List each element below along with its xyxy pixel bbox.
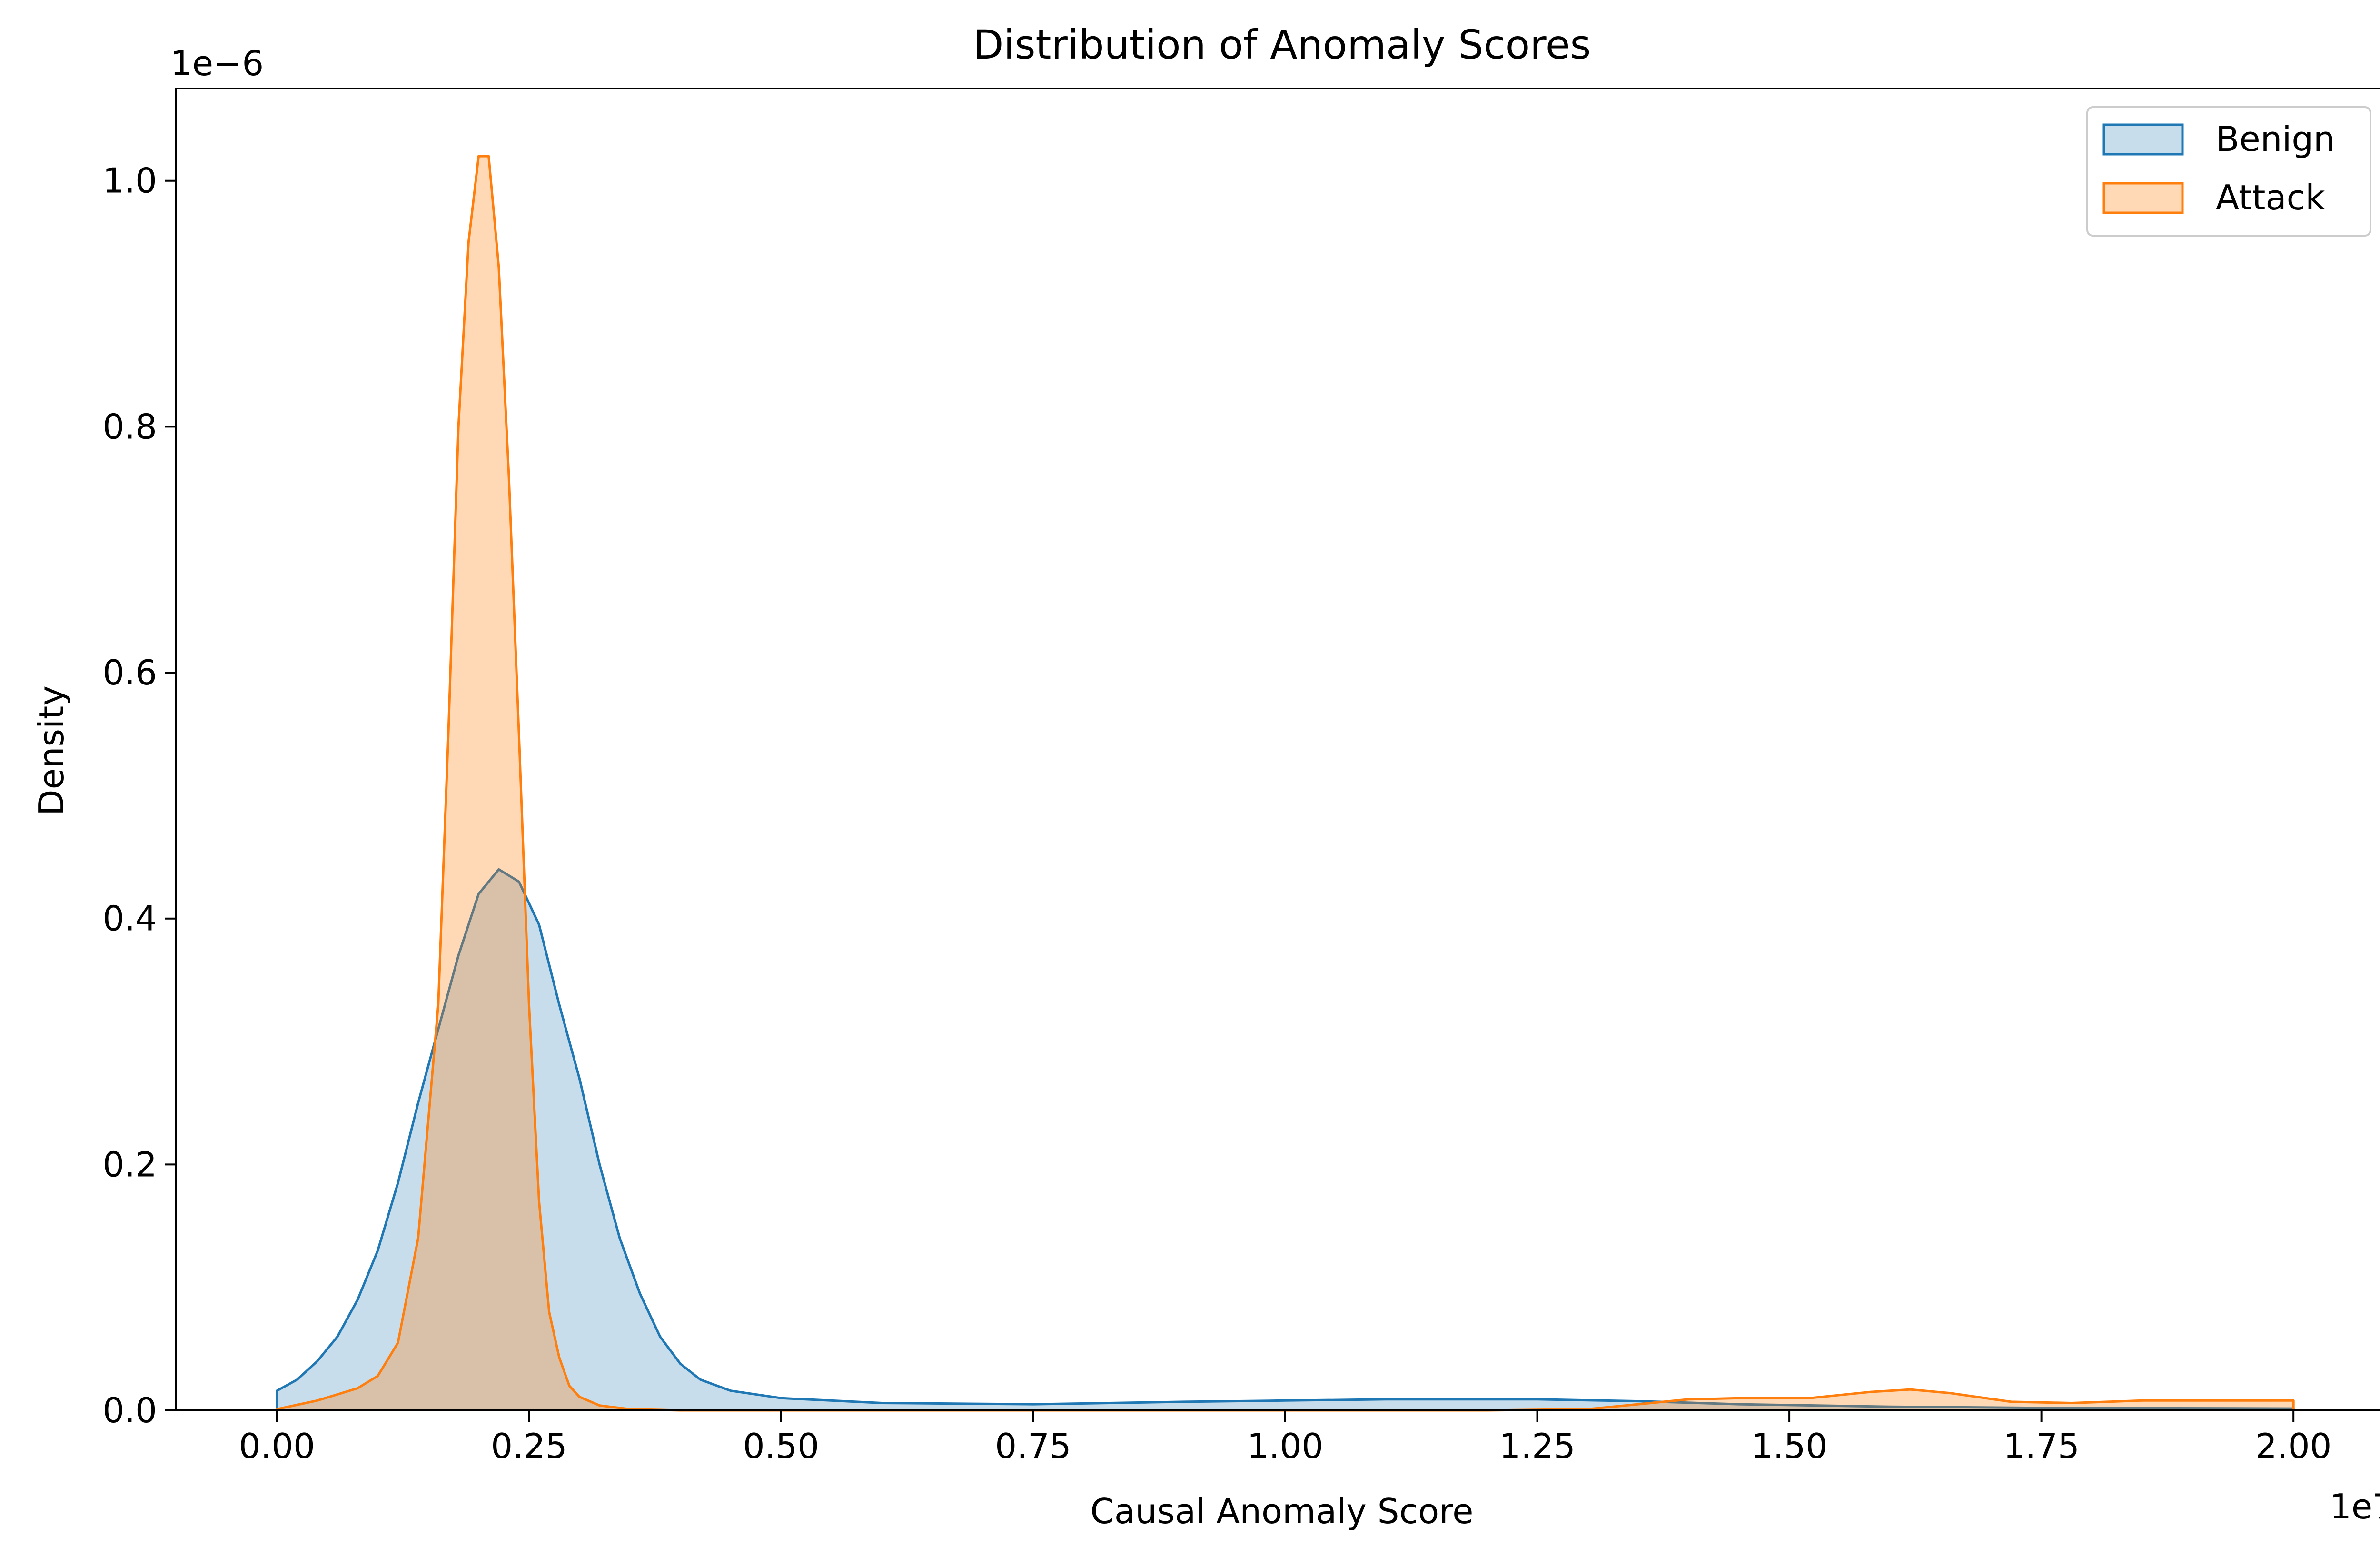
- x-tick-label: 2.00: [2255, 1426, 2331, 1466]
- x-tick-label: 0.00: [239, 1426, 315, 1466]
- series-area-benign: [277, 869, 2294, 1410]
- x-axis-label: Causal Anomaly Score: [1091, 1491, 1474, 1531]
- y-tick-label: 1.0: [102, 161, 157, 201]
- y-offset-label: 1e−6: [170, 43, 264, 83]
- y-tick-label: 0.8: [102, 407, 157, 446]
- y-axis: 0.0 0.2 0.4 0.6 0.8 1.0: [102, 161, 176, 1430]
- series-line-attack: [276, 155, 2295, 1412]
- x-axis: 0.00 0.25 0.50 0.75 1.00 1.25 1.50 1.75 2.00: [239, 1410, 2331, 1466]
- x-tick-label: 1.25: [1499, 1426, 1575, 1466]
- series-area-attack: [277, 156, 2294, 1410]
- x-tick-label: 1.75: [2003, 1426, 2079, 1466]
- x-tick-label: 1.00: [1247, 1426, 1323, 1466]
- legend-swatch-benign: [2102, 123, 2184, 156]
- chart-title: Distribution of Anomaly Scores: [973, 21, 1591, 68]
- y-axis-label: Density: [31, 685, 71, 816]
- series-line-benign: [276, 868, 2295, 1410]
- y-tick-label: 0.4: [102, 899, 157, 939]
- legend-swatch-attack: [2102, 182, 2184, 214]
- x-tick-label: 1.50: [1751, 1426, 1827, 1466]
- y-tick-label: 0.6: [102, 653, 157, 693]
- x-tick-label: 0.50: [743, 1426, 819, 1466]
- legend-label-attack: Attack: [2216, 178, 2325, 218]
- series-layer: [276, 155, 2295, 1412]
- legend-label-benign: Benign: [2216, 119, 2335, 159]
- y-tick-label: 0.0: [102, 1390, 157, 1430]
- legend-box: [2086, 106, 2371, 237]
- y-tick-label: 0.2: [102, 1144, 157, 1184]
- x-offset-label: 1e7: [2330, 1487, 2380, 1527]
- x-tick-label: 0.25: [491, 1426, 567, 1466]
- x-tick-label: 0.75: [995, 1426, 1071, 1466]
- legend: Benign Attack: [2086, 106, 2371, 237]
